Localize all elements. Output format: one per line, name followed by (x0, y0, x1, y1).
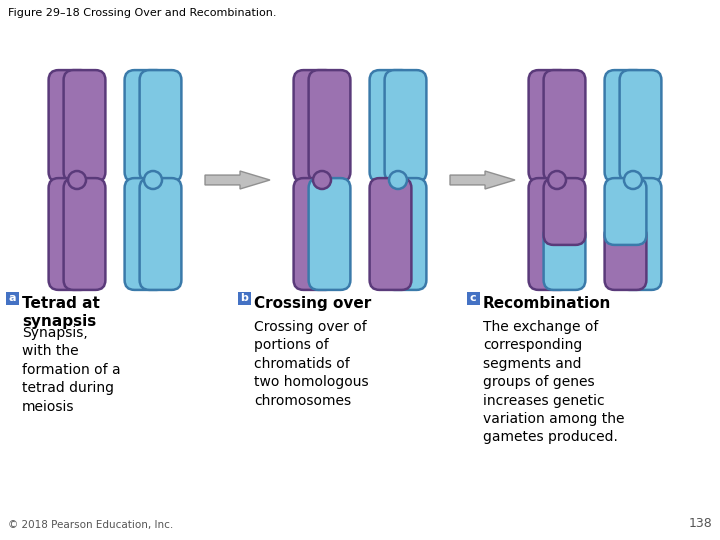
FancyBboxPatch shape (125, 70, 166, 182)
FancyBboxPatch shape (528, 70, 570, 182)
FancyBboxPatch shape (294, 70, 336, 182)
FancyBboxPatch shape (544, 70, 585, 182)
FancyBboxPatch shape (63, 178, 105, 290)
Text: Recombination: Recombination (483, 296, 611, 311)
FancyBboxPatch shape (49, 70, 91, 182)
FancyBboxPatch shape (620, 178, 662, 290)
Text: b: b (240, 293, 248, 303)
Text: Tetrad at
synapsis: Tetrad at synapsis (22, 296, 100, 329)
FancyBboxPatch shape (467, 292, 480, 305)
Circle shape (144, 171, 162, 189)
FancyBboxPatch shape (605, 225, 647, 290)
Text: Crossing over of
portions of
chromatids of
two homologous
chromosomes: Crossing over of portions of chromatids … (254, 320, 369, 408)
FancyBboxPatch shape (309, 178, 351, 290)
Text: Synapsis,
with the
formation of a
tetrad during
meiosis: Synapsis, with the formation of a tetrad… (22, 326, 121, 414)
Circle shape (548, 171, 566, 189)
Text: Crossing over: Crossing over (254, 296, 372, 311)
FancyBboxPatch shape (384, 178, 426, 290)
Text: c: c (469, 293, 477, 303)
Text: a: a (8, 293, 16, 303)
FancyBboxPatch shape (294, 178, 336, 290)
FancyBboxPatch shape (309, 70, 351, 182)
FancyBboxPatch shape (63, 70, 105, 182)
Circle shape (389, 171, 407, 189)
FancyBboxPatch shape (384, 70, 426, 182)
FancyBboxPatch shape (605, 178, 647, 245)
FancyBboxPatch shape (369, 178, 411, 290)
Text: © 2018 Pearson Education, Inc.: © 2018 Pearson Education, Inc. (8, 520, 174, 530)
Circle shape (624, 171, 642, 189)
FancyBboxPatch shape (49, 178, 91, 290)
FancyBboxPatch shape (6, 292, 19, 305)
FancyBboxPatch shape (528, 178, 570, 290)
FancyBboxPatch shape (544, 178, 585, 245)
Polygon shape (205, 171, 270, 189)
FancyBboxPatch shape (238, 292, 251, 305)
Polygon shape (450, 171, 515, 189)
FancyBboxPatch shape (140, 70, 181, 182)
FancyBboxPatch shape (140, 178, 181, 290)
FancyBboxPatch shape (125, 178, 166, 290)
Circle shape (313, 171, 331, 189)
FancyBboxPatch shape (544, 225, 585, 290)
FancyBboxPatch shape (620, 70, 662, 182)
Text: Figure 29–18 Crossing Over and Recombination.: Figure 29–18 Crossing Over and Recombina… (8, 8, 276, 18)
Text: The exchange of
corresponding
segments and
groups of genes
increases genetic
var: The exchange of corresponding segments a… (483, 320, 624, 444)
Text: 138: 138 (688, 517, 712, 530)
Circle shape (68, 171, 86, 189)
FancyBboxPatch shape (369, 70, 411, 182)
FancyBboxPatch shape (605, 70, 647, 182)
